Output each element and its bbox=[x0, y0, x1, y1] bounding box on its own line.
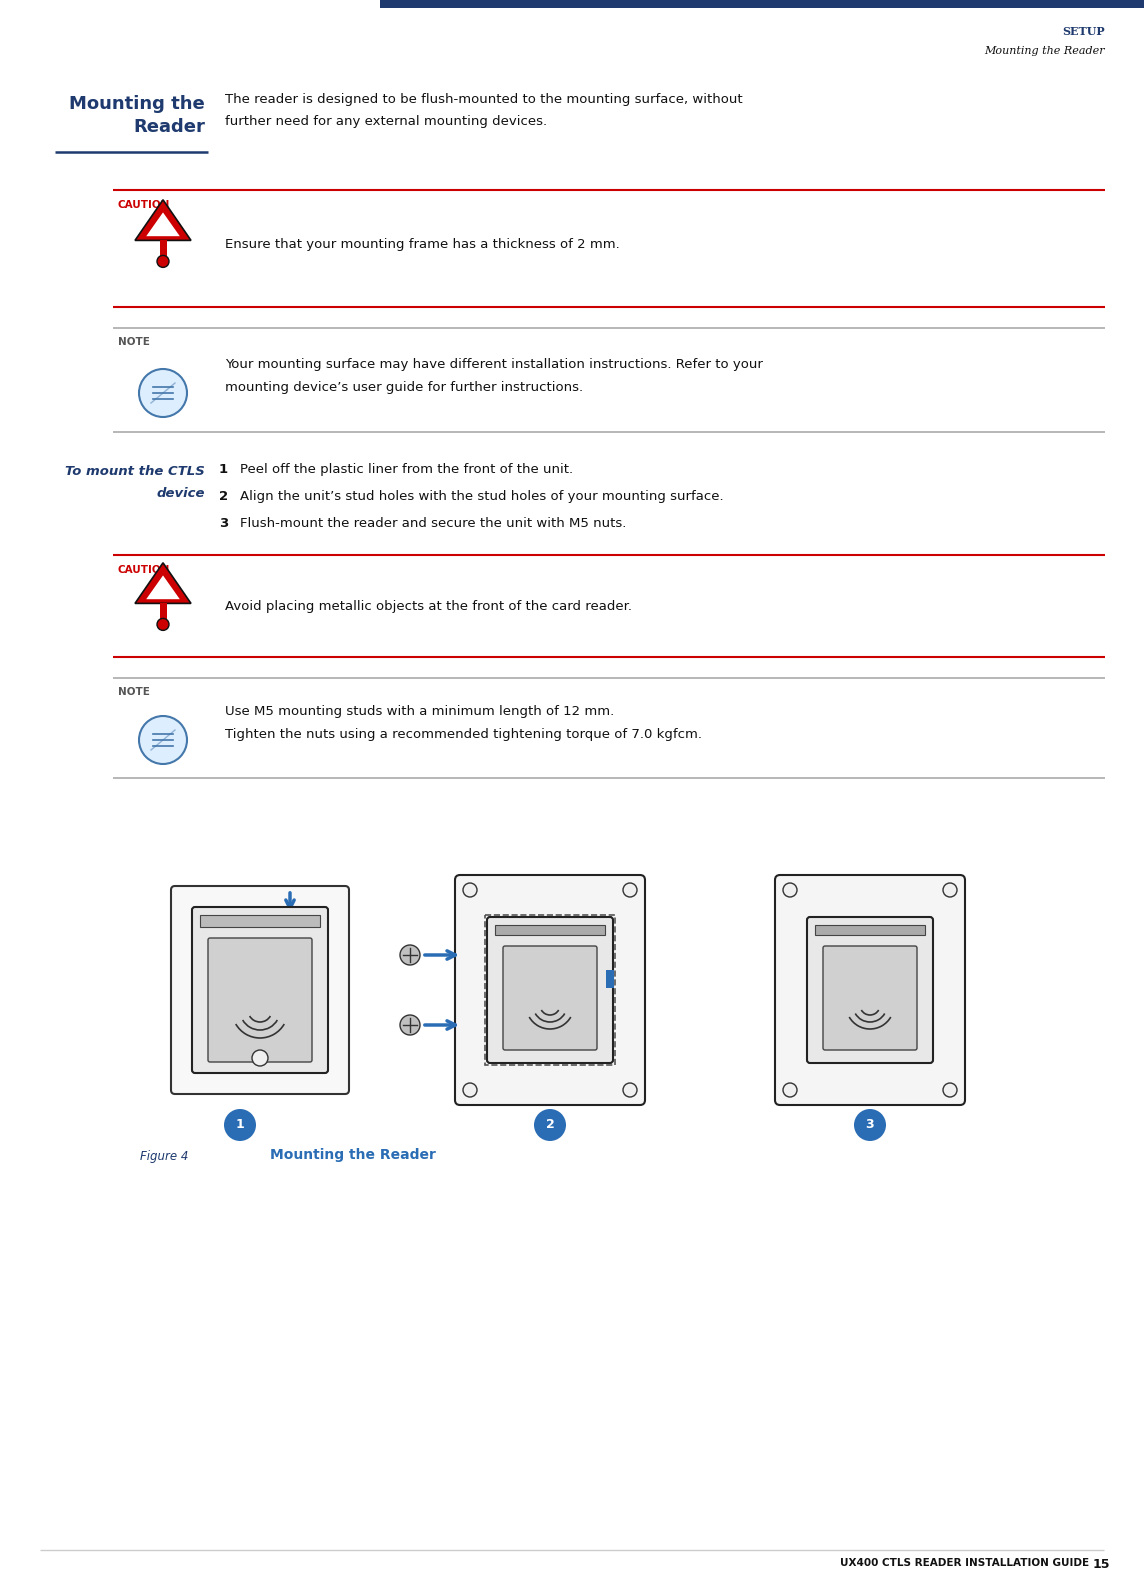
FancyBboxPatch shape bbox=[503, 946, 597, 1050]
Bar bbox=[485, 914, 615, 1064]
Bar bbox=[159, 603, 167, 619]
Text: 3: 3 bbox=[219, 516, 228, 531]
Text: Mounting the Reader: Mounting the Reader bbox=[984, 46, 1105, 55]
Circle shape bbox=[534, 1108, 566, 1142]
Text: Tighten the nuts using a recommended tightening torque of 7.0 kgfcm.: Tighten the nuts using a recommended tig… bbox=[225, 728, 702, 741]
Text: NOTE: NOTE bbox=[118, 336, 150, 347]
Circle shape bbox=[782, 883, 797, 897]
Circle shape bbox=[252, 1050, 268, 1066]
Circle shape bbox=[943, 1083, 958, 1097]
Polygon shape bbox=[146, 575, 180, 598]
Text: Mounting the Reader: Mounting the Reader bbox=[270, 1148, 436, 1162]
Text: Peel off the plastic liner from the front of the unit.: Peel off the plastic liner from the fron… bbox=[240, 463, 573, 475]
Text: Use M5 mounting studs with a minimum length of 12 mm.: Use M5 mounting studs with a minimum len… bbox=[225, 704, 614, 718]
Text: SETUP: SETUP bbox=[1063, 25, 1105, 36]
Text: NOTE: NOTE bbox=[118, 687, 150, 696]
Circle shape bbox=[140, 715, 186, 764]
FancyBboxPatch shape bbox=[823, 946, 917, 1050]
FancyBboxPatch shape bbox=[487, 917, 613, 1063]
Circle shape bbox=[140, 369, 186, 417]
Circle shape bbox=[224, 1108, 256, 1142]
FancyBboxPatch shape bbox=[192, 906, 328, 1074]
Text: 2: 2 bbox=[546, 1118, 555, 1132]
Text: 1: 1 bbox=[236, 1118, 245, 1132]
Circle shape bbox=[400, 1015, 420, 1034]
Circle shape bbox=[943, 883, 958, 897]
Circle shape bbox=[157, 256, 169, 267]
Circle shape bbox=[623, 1083, 637, 1097]
Circle shape bbox=[782, 1083, 797, 1097]
Text: Figure 4: Figure 4 bbox=[140, 1150, 189, 1164]
FancyBboxPatch shape bbox=[208, 938, 312, 1063]
Bar bbox=[159, 240, 167, 256]
FancyBboxPatch shape bbox=[774, 875, 966, 1105]
Bar bbox=[380, 0, 1144, 8]
Text: Reader: Reader bbox=[133, 118, 205, 136]
FancyBboxPatch shape bbox=[807, 917, 934, 1063]
Text: To mount the CTLS: To mount the CTLS bbox=[65, 464, 205, 478]
Text: further need for any external mounting devices.: further need for any external mounting d… bbox=[225, 115, 547, 128]
Circle shape bbox=[623, 883, 637, 897]
Circle shape bbox=[157, 619, 169, 630]
Text: The reader is designed to be flush-mounted to the mounting surface, without: The reader is designed to be flush-mount… bbox=[225, 93, 742, 106]
Text: Avoid placing metallic objects at the front of the card reader.: Avoid placing metallic objects at the fr… bbox=[225, 600, 631, 613]
Bar bbox=[200, 914, 320, 927]
Circle shape bbox=[400, 944, 420, 965]
Text: 15: 15 bbox=[1093, 1558, 1110, 1571]
Text: UX400 CTLS READER INSTALLATION GUIDE: UX400 CTLS READER INSTALLATION GUIDE bbox=[840, 1558, 1089, 1568]
Polygon shape bbox=[135, 562, 191, 603]
Text: mounting device’s user guide for further instructions.: mounting device’s user guide for further… bbox=[225, 381, 583, 395]
Circle shape bbox=[463, 1083, 477, 1097]
Polygon shape bbox=[135, 201, 191, 240]
Text: CAUTION: CAUTION bbox=[118, 565, 170, 575]
Text: Your mounting surface may have different installation instructions. Refer to you: Your mounting surface may have different… bbox=[225, 358, 763, 371]
Circle shape bbox=[855, 1108, 885, 1142]
Bar bbox=[495, 925, 605, 935]
Text: CAUTION: CAUTION bbox=[118, 201, 170, 210]
Circle shape bbox=[463, 883, 477, 897]
Text: 3: 3 bbox=[866, 1118, 874, 1132]
Text: 2: 2 bbox=[219, 489, 228, 504]
Bar bbox=[815, 925, 925, 935]
FancyBboxPatch shape bbox=[170, 886, 349, 1094]
Polygon shape bbox=[146, 213, 180, 237]
Bar bbox=[606, 970, 614, 988]
FancyBboxPatch shape bbox=[455, 875, 645, 1105]
Text: Ensure that your mounting frame has a thickness of 2 mm.: Ensure that your mounting frame has a th… bbox=[225, 238, 620, 251]
Text: device: device bbox=[157, 486, 205, 501]
Text: 1: 1 bbox=[219, 463, 228, 475]
Text: Flush-mount the reader and secure the unit with M5 nuts.: Flush-mount the reader and secure the un… bbox=[240, 516, 627, 531]
Text: Align the unit’s stud holes with the stud holes of your mounting surface.: Align the unit’s stud holes with the stu… bbox=[240, 489, 724, 504]
Text: Mounting the: Mounting the bbox=[70, 95, 205, 114]
